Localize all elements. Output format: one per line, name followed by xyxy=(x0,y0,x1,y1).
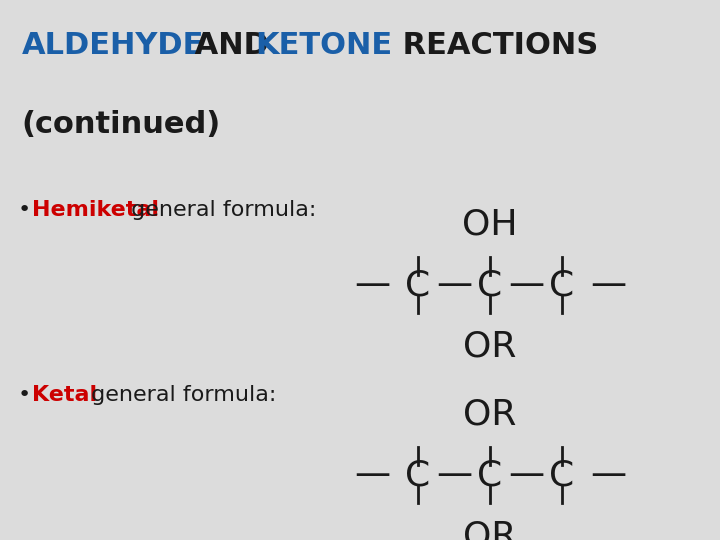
Text: Ketal: Ketal xyxy=(32,385,97,405)
Text: (continued): (continued) xyxy=(22,110,221,139)
Text: C: C xyxy=(477,458,503,492)
Text: —: — xyxy=(354,268,390,302)
Text: OH: OH xyxy=(462,207,518,241)
Text: Hemiketal: Hemiketal xyxy=(32,200,159,220)
Text: —: — xyxy=(354,458,390,492)
Text: —: — xyxy=(436,268,472,302)
Text: C: C xyxy=(405,458,431,492)
Text: —: — xyxy=(508,458,544,492)
Text: •: • xyxy=(18,385,31,405)
Text: general formula:: general formula: xyxy=(124,200,316,220)
Text: —: — xyxy=(436,458,472,492)
Text: •: • xyxy=(18,200,31,220)
Text: C: C xyxy=(405,268,431,302)
Text: C: C xyxy=(477,268,503,302)
Text: C: C xyxy=(549,458,575,492)
Text: —: — xyxy=(590,268,626,302)
Text: —: — xyxy=(508,268,544,302)
Text: AND: AND xyxy=(184,31,279,60)
Text: —: — xyxy=(590,458,626,492)
Text: OR: OR xyxy=(463,329,517,363)
Text: C: C xyxy=(549,268,575,302)
Text: KETONE: KETONE xyxy=(256,31,392,60)
Text: REACTIONS: REACTIONS xyxy=(392,31,598,60)
Text: ALDEHYDE: ALDEHYDE xyxy=(22,31,204,60)
Text: general formula:: general formula: xyxy=(84,385,276,405)
Text: OR: OR xyxy=(463,397,517,431)
Text: OR: OR xyxy=(463,519,517,540)
